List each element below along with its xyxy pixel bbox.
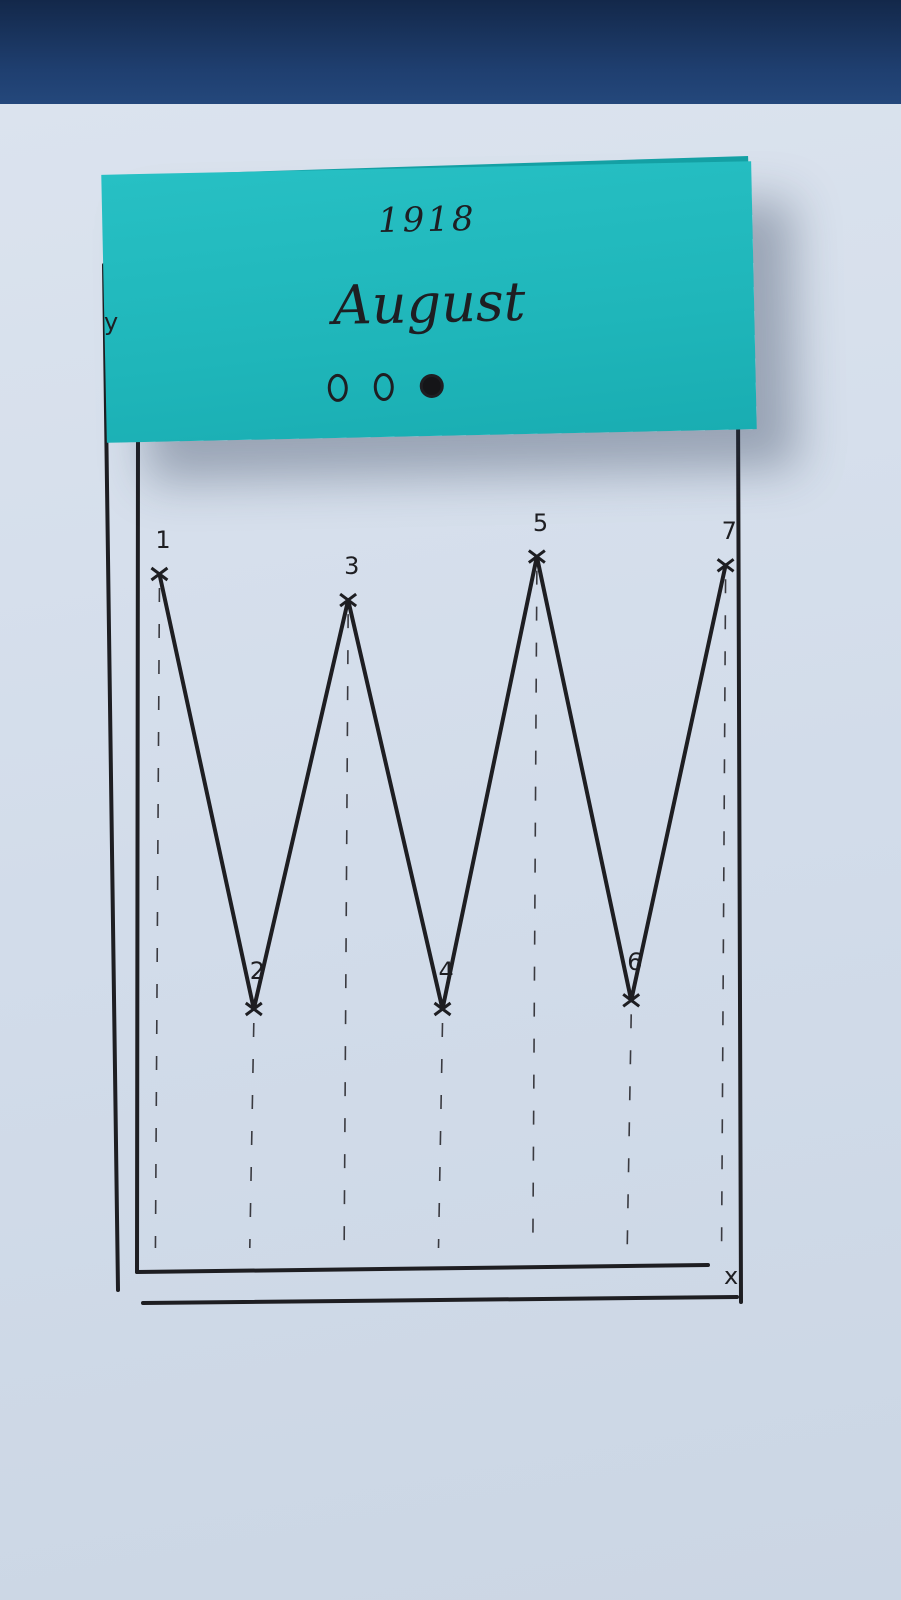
- drop-line-2: [248, 1022, 255, 1249]
- point-label-5: 5: [532, 508, 549, 537]
- x-axis-label: x: [724, 1262, 739, 1290]
- year-label: 1918: [377, 198, 477, 242]
- line-series: [157, 554, 728, 1011]
- point-label-6: 6: [627, 948, 643, 977]
- drop-line-5: [532, 570, 538, 1249]
- phone-bottom-line: [141, 1295, 739, 1305]
- sticky-note: 1918 August: [101, 161, 757, 443]
- page-indicator: [327, 372, 445, 403]
- point-label-7: 7: [721, 517, 737, 546]
- data-point-2: [244, 1001, 263, 1017]
- month-label: August: [332, 269, 526, 338]
- x-axis: [135, 1263, 710, 1274]
- point-label-2: 2: [249, 957, 266, 985]
- page-dot-1[interactable]: [327, 373, 349, 403]
- point-label-1: 1: [155, 526, 171, 554]
- drop-line-4: [437, 1022, 444, 1249]
- y-axis: [135, 438, 140, 1274]
- y-axis-label: y: [104, 308, 119, 336]
- point-marks: [150, 549, 735, 1017]
- series-line: [157, 554, 728, 1011]
- data-point-7: [716, 558, 735, 573]
- drop-line-6: [626, 1014, 633, 1249]
- drop-line-1: [154, 587, 161, 1249]
- data-point-5: [527, 549, 546, 564]
- background-cloth: [0, 0, 901, 118]
- data-point-4: [433, 1001, 452, 1017]
- data-point-1: [150, 566, 169, 582]
- drop-line-7: [720, 579, 727, 1249]
- point-label-3: 3: [344, 552, 360, 581]
- page-dot-3[interactable]: [419, 373, 445, 399]
- drop-line-3: [343, 614, 349, 1249]
- data-point-3: [339, 592, 358, 608]
- data-point-6: [622, 993, 641, 1008]
- page-dot-2[interactable]: [373, 372, 395, 402]
- point-label-4: 4: [438, 957, 454, 985]
- drop-lines: [154, 570, 727, 1249]
